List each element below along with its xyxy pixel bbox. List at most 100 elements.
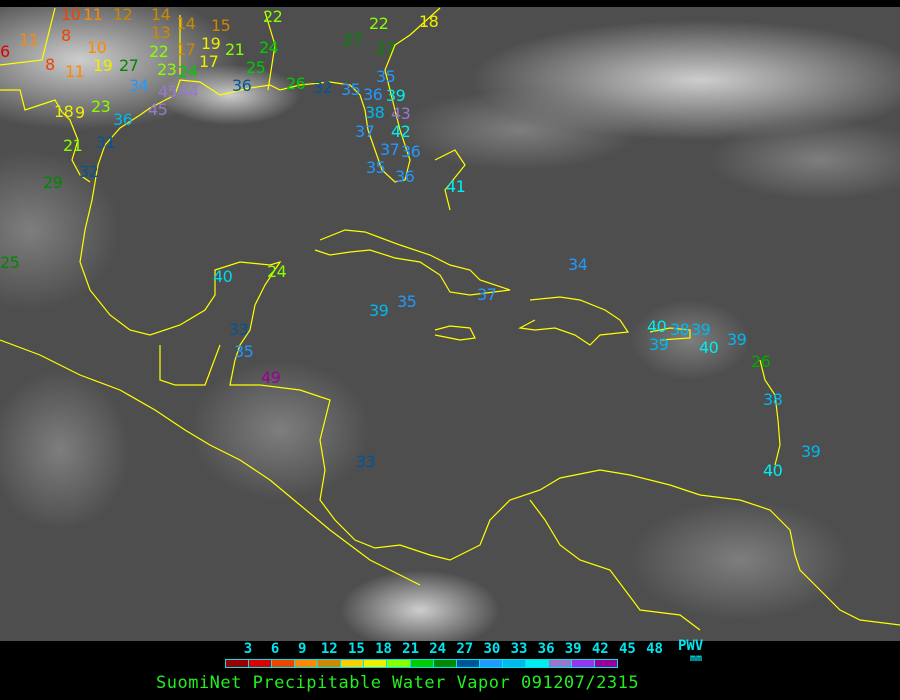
station-pwv-label: 25: [246, 58, 266, 77]
station-pwv-label: 38: [365, 103, 385, 122]
station-pwv-label: 33: [229, 320, 249, 339]
station-pwv-label: 35: [397, 292, 417, 311]
station-pwv-label: 36: [401, 142, 421, 161]
legend-tick-label: 45: [618, 641, 636, 657]
station-pwv-label: 36: [113, 110, 133, 129]
station-pwv-label: 37: [355, 122, 375, 141]
legend-tick-label: 12: [320, 641, 338, 657]
station-pwv-label: 45: [148, 100, 168, 119]
station-pwv-label: 26: [286, 74, 306, 93]
station-pwv-label: 22: [369, 14, 389, 33]
station-pwv-label: 25: [0, 253, 20, 272]
legend-color-swatch: [364, 660, 388, 667]
station-pwv-label: 8: [45, 55, 55, 74]
station-pwv-label: 10: [61, 5, 81, 24]
legend-tick-label: 15: [347, 641, 365, 657]
satellite-map: [0, 7, 900, 641]
station-pwv-label: 34: [129, 76, 149, 95]
station-pwv-label: 14: [176, 14, 196, 33]
legend-color-swatch: [595, 660, 618, 667]
legend-tick-label: 3: [243, 641, 253, 657]
legend-color-swatch: [525, 660, 549, 667]
station-pwv-label: 33: [356, 452, 376, 471]
station-pwv-label: 22: [149, 42, 169, 61]
station-pwv-label: 21: [225, 40, 245, 59]
station-pwv-label: 40: [699, 338, 719, 357]
station-pwv-label: 32: [313, 78, 333, 97]
station-pwv-label: 49: [261, 368, 281, 387]
station-pwv-label: 36: [395, 167, 415, 186]
station-pwv-label: 39: [369, 301, 389, 320]
station-pwv-label: 39: [727, 330, 747, 349]
station-pwv-label: 11: [65, 62, 85, 81]
legend-color-swatch: [548, 660, 572, 667]
cloud-layer: [0, 7, 900, 641]
legend-tick-label: 27: [456, 641, 474, 657]
station-pwv-label: 19: [201, 34, 221, 53]
station-pwv-label: 9: [75, 103, 85, 122]
coastlines: [0, 7, 900, 631]
station-pwv-label: 8: [61, 26, 71, 45]
legend-unit-label: PWV: [678, 638, 704, 654]
station-pwv-label: 12: [113, 5, 133, 24]
station-pwv-label: 11: [83, 5, 103, 24]
station-pwv-label: 24: [259, 38, 279, 57]
station-pwv-label: 14: [151, 5, 171, 24]
station-pwv-label: 19: [93, 56, 113, 75]
legend-tick-label: 30: [483, 641, 501, 657]
legend-color-swatch: [249, 660, 273, 667]
station-pwv-label: 40: [647, 317, 667, 336]
station-pwv-label: 26: [751, 352, 771, 371]
map-title: SuomiNet Precipitable Water Vapor 091207…: [156, 673, 640, 693]
station-pwv-label: 39: [649, 335, 669, 354]
station-pwv-label: 23: [91, 97, 111, 116]
station-pwv-label: 27: [343, 30, 363, 49]
station-pwv-label: 27: [376, 39, 396, 58]
legend-tick-label: 42: [591, 641, 609, 657]
station-pwv-label: 40: [763, 461, 783, 480]
legend-tick-label: 36: [537, 641, 555, 657]
station-pwv-label: 43: [391, 104, 411, 123]
station-pwv-label: 35: [341, 80, 361, 99]
legend-color-bar: [225, 659, 618, 668]
station-pwv-label: 18: [54, 102, 74, 121]
station-pwv-label: 27: [119, 56, 139, 75]
station-pwv-label: 22: [263, 7, 283, 26]
station-pwv-label: 24: [267, 262, 287, 281]
legend-tick-label: 48: [646, 641, 663, 657]
station-pwv-label: 37: [380, 140, 400, 159]
station-pwv-label: 36: [232, 76, 252, 95]
legend-tick-label: 33: [510, 641, 528, 657]
legend-color-swatch: [295, 660, 319, 667]
legend-color-swatch: [479, 660, 503, 667]
station-pwv-label: 35: [376, 67, 396, 86]
legend-unit: mm: [690, 653, 703, 664]
legend-color-swatch: [226, 660, 250, 667]
station-pwv-label: 18: [419, 12, 439, 31]
station-pwv-label: 24: [178, 62, 198, 81]
station-pwv-label: 40: [213, 267, 233, 286]
legend-tick-label: 6: [270, 641, 280, 657]
color-legend: 3 6 9 12 15 18 21 24 27 30 33 36 39 42 45 48 PWV mm Suo…: [0, 638, 900, 700]
station-pwv-label: 36: [363, 85, 383, 104]
station-pwv-label: 15: [211, 16, 231, 35]
legend-color-swatch: [272, 660, 296, 667]
legend-tick-label: 39: [564, 641, 582, 657]
station-pwv-label: 45: [158, 82, 178, 101]
station-pwv-label: 31: [96, 133, 116, 152]
station-pwv-label: 38: [670, 320, 690, 339]
station-pwv-label: 39: [386, 86, 406, 105]
legend-tick-label: 9: [297, 641, 307, 657]
station-pwv-label: 10: [87, 38, 107, 57]
station-pwv-label: 13: [151, 23, 171, 42]
legend-tick-label: 21: [402, 641, 420, 657]
station-pwv-label: 21: [63, 136, 83, 155]
legend-tick-label: 24: [429, 641, 447, 657]
legend-color-swatch: [341, 660, 365, 667]
station-pwv-label: 42: [391, 122, 411, 141]
legend-color-swatch: [318, 660, 342, 667]
legend-color-swatch: [502, 660, 526, 667]
station-pwv-label: 39: [691, 320, 711, 339]
station-pwv-label: 17: [199, 52, 219, 71]
